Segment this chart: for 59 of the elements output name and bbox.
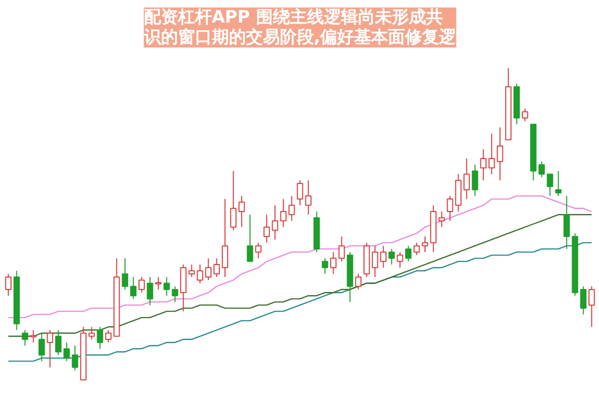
- candlestick: [105, 330, 112, 343]
- candlestick: [246, 214, 254, 262]
- candlestick: [5, 273, 12, 296]
- candlestick: [122, 258, 128, 290]
- candlestick: [164, 276, 170, 296]
- candlestick: [338, 236, 345, 262]
- candlestick: [255, 242, 262, 259]
- candlestick: [264, 214, 270, 244]
- candlestick: [38, 332, 45, 362]
- candlestick: [322, 258, 328, 274]
- candlestick: [464, 158, 470, 200]
- chart-title: 配资杠杆APP 围绕主线逻辑尚未形成共识的窗口期的交易阶段,偏好基本面修复逻: [142, 8, 456, 48]
- candlestick: [155, 276, 162, 290]
- candlestick: [496, 126, 504, 181]
- candlestick: [546, 174, 554, 196]
- candlestick: [588, 286, 595, 328]
- candlestick: [555, 170, 562, 196]
- candlestick: [272, 204, 278, 240]
- candlestick: [22, 330, 28, 346]
- candlestick: [46, 330, 54, 368]
- candlestick: [146, 276, 154, 306]
- candlestick: [372, 245, 378, 278]
- candlestick: [196, 264, 204, 284]
- candlestick: [480, 148, 486, 181]
- candlestick: [138, 276, 145, 294]
- candlestick: [396, 252, 404, 268]
- candlestick: [205, 258, 212, 281]
- candlestick: [446, 195, 454, 222]
- candlestick: [564, 195, 570, 250]
- candlestick: [172, 286, 178, 302]
- candlestick: [230, 170, 236, 231]
- candlestick: [88, 326, 95, 340]
- candlestick: [522, 108, 528, 122]
- candlestick: [188, 264, 195, 278]
- candlestick: [222, 198, 228, 278]
- candlestick: [438, 211, 445, 228]
- candlestick: [414, 242, 420, 256]
- candlestick: [72, 345, 78, 372]
- candlestick: [30, 330, 36, 343]
- candlestick: [472, 164, 478, 196]
- candlestick: [238, 195, 245, 228]
- candlestick: [280, 198, 286, 228]
- candlestick: [538, 161, 545, 178]
- candlestick: [580, 286, 586, 315]
- candlestick: [388, 248, 395, 266]
- candlestick: [305, 180, 312, 216]
- candlestick: [296, 180, 304, 206]
- candlestick: [405, 245, 412, 262]
- candlestick: [380, 245, 386, 268]
- candlestick: [355, 273, 362, 290]
- candlestick: [64, 342, 70, 362]
- candlestick: [422, 236, 428, 253]
- candlestick: [330, 252, 336, 274]
- candlestick: [55, 330, 62, 356]
- candlestick: [488, 133, 495, 175]
- candlestick: [96, 326, 104, 350]
- candlestick: [130, 276, 136, 300]
- candlestick: [214, 258, 220, 278]
- candlestick: [288, 195, 295, 222]
